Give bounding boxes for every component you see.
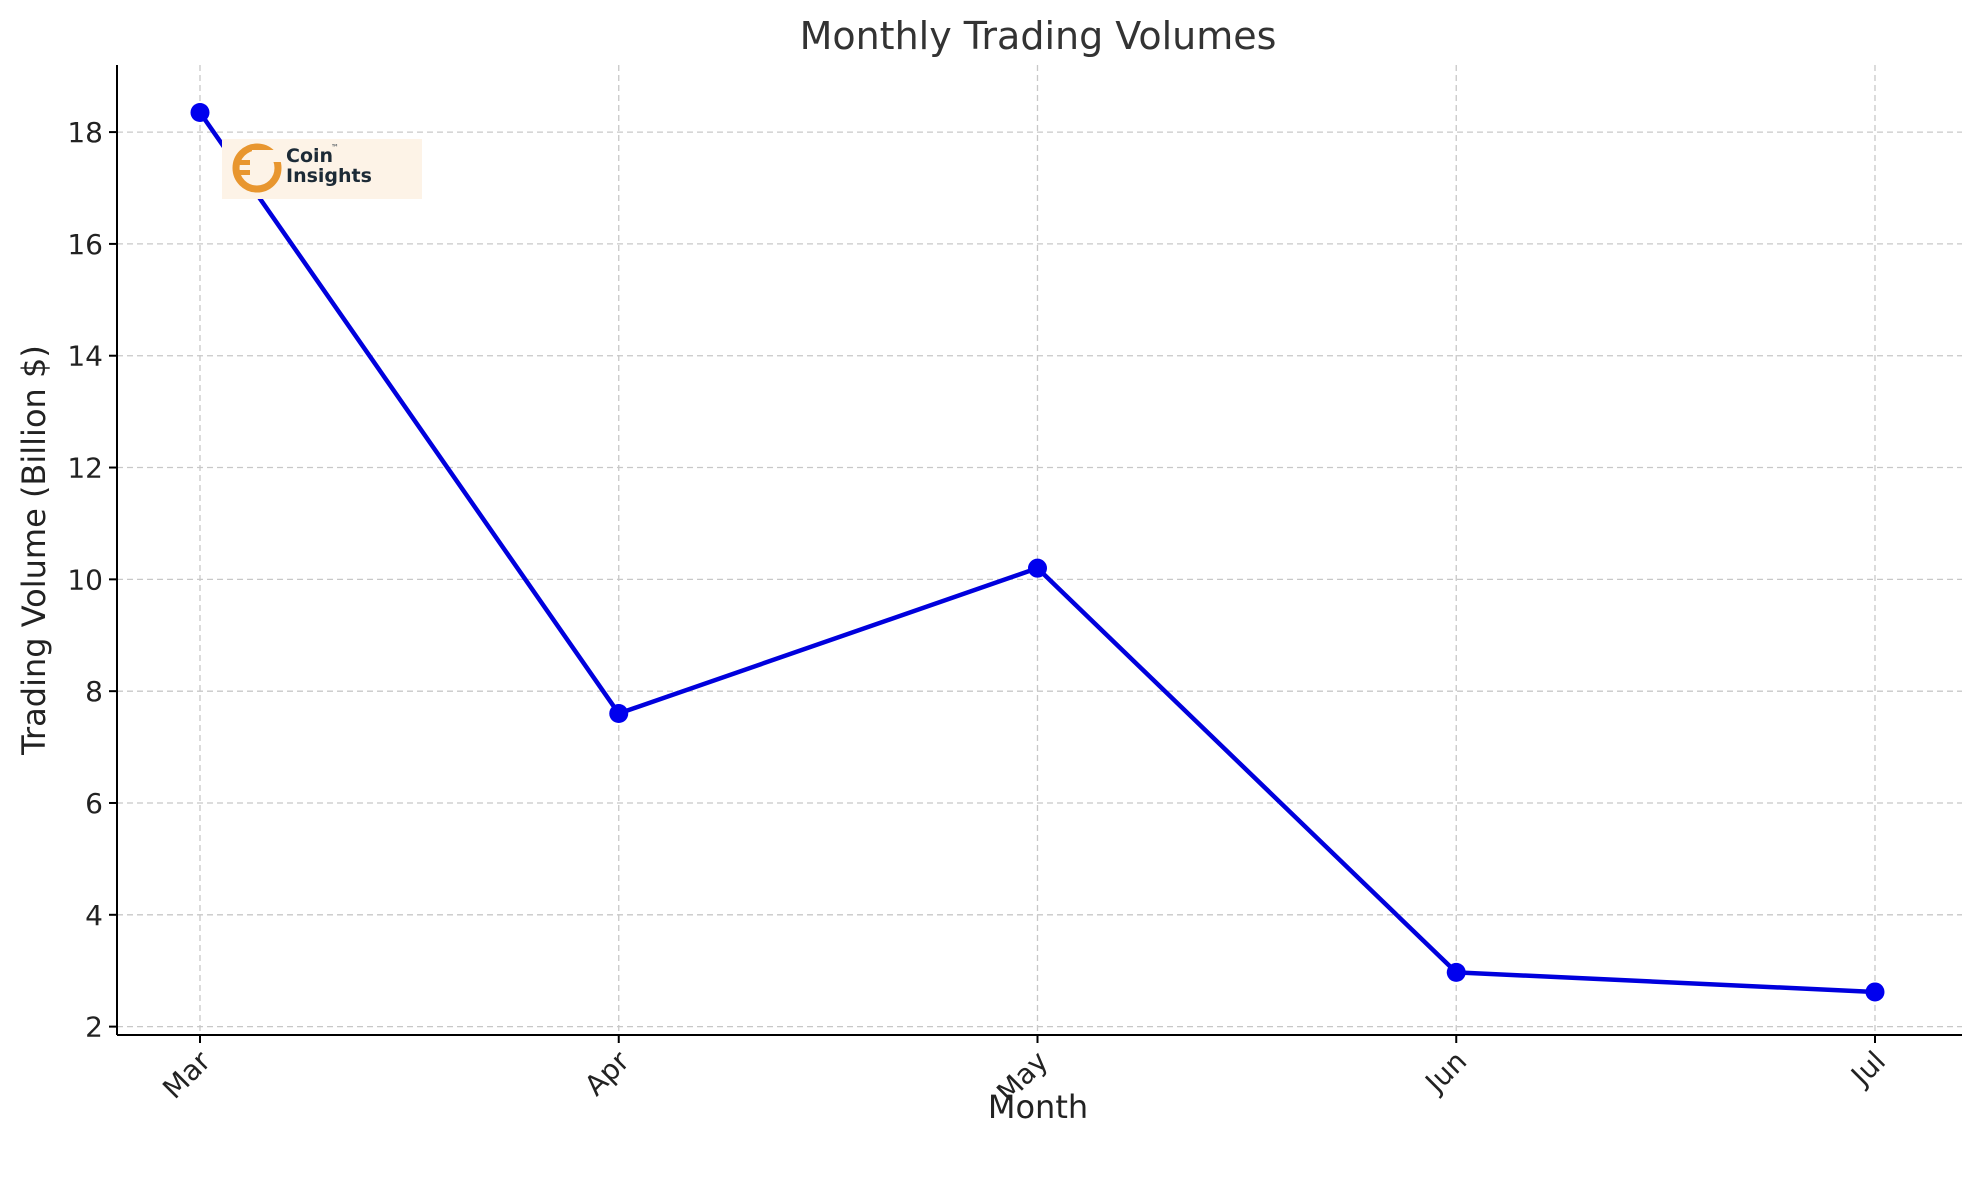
- data-point-mar: [190, 103, 210, 123]
- series-layer: [190, 103, 1885, 1002]
- x-tick-label: Jun: [1418, 1045, 1474, 1101]
- x-axis-label: Month: [988, 1088, 1088, 1126]
- y-tick-label: 6: [85, 787, 103, 820]
- x-tick-label: Mar: [156, 1044, 217, 1105]
- x-tick-label: Apr: [578, 1044, 636, 1102]
- y-tick-label: 14: [67, 340, 103, 373]
- data-point-jul: [1865, 982, 1885, 1002]
- y-tick-label: 2: [85, 1011, 103, 1044]
- data-point-jun: [1446, 962, 1466, 982]
- logo-line2: Insights: [286, 165, 372, 187]
- y-axis-label: Trading Volume (Billion $): [15, 345, 53, 756]
- logo-trademark: ™: [331, 143, 339, 152]
- y-tick-label: 8: [85, 675, 103, 708]
- data-point-apr: [609, 704, 629, 724]
- y-tick-label: 4: [85, 899, 103, 932]
- data-point-may: [1028, 558, 1047, 578]
- coin-insights-logo: Coin ™ Insights: [222, 139, 422, 199]
- x-tick-label: Jul: [1843, 1045, 1892, 1094]
- y-ticks: 2 4 6 8 10 12 14 16 18: [67, 116, 117, 1044]
- y-tick-label: 16: [67, 228, 103, 261]
- y-tick-label: 12: [67, 452, 103, 485]
- y-tick-label: 10: [67, 563, 103, 596]
- y-tick-label: 18: [67, 116, 103, 149]
- coin-c-icon: [232, 143, 282, 193]
- logo-line1: Coin: [286, 145, 333, 167]
- chart-title: Monthly Trading Volumes: [800, 14, 1277, 58]
- grid-lines: [117, 65, 1962, 1035]
